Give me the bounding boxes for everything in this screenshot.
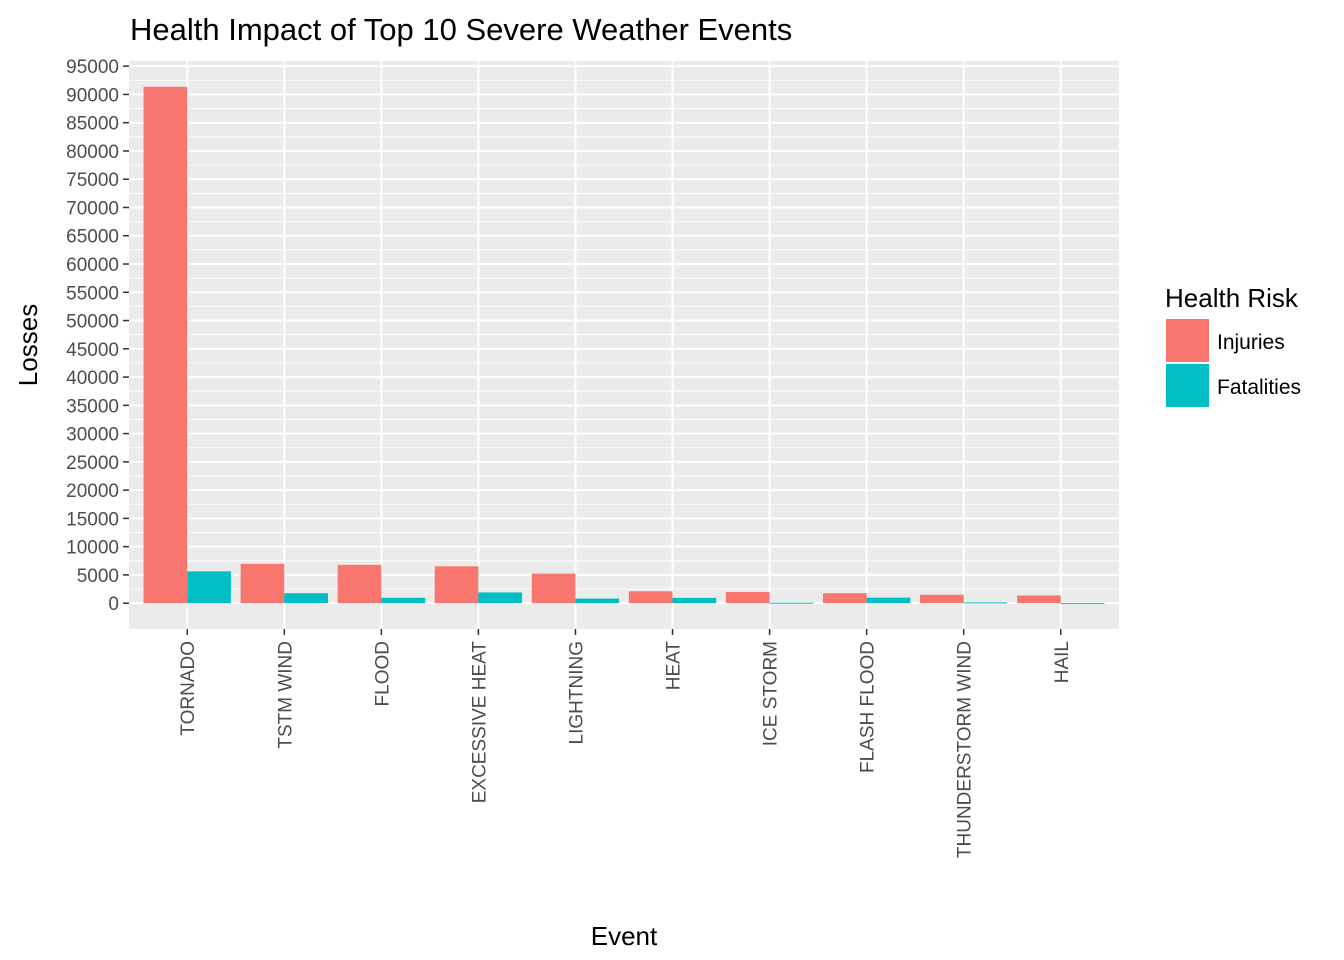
y-tick-label: 70000 [66, 198, 119, 219]
x-tick-label: FLASH FLOOD [858, 641, 879, 773]
x-tick-label: THUNDERSTORM WIND [955, 641, 976, 858]
y-axis-title: Losses [13, 304, 43, 386]
bar-fatalities-hail [1060, 603, 1105, 605]
y-tick-label: 35000 [66, 396, 119, 417]
y-tick-label: 40000 [66, 368, 119, 389]
y-axis: 0 5000 10000 15000 20000 25000 30000 35000 40000… [66, 57, 129, 615]
y-tick-label: 95000 [66, 57, 119, 78]
x-tick-label: HEAT [664, 641, 685, 691]
x-axis-title: Event [591, 921, 658, 951]
bar-fatalities-excessive-heat [478, 592, 523, 604]
x-tick-label: ICE STORM [761, 641, 782, 746]
y-tick-label: 15000 [66, 509, 119, 530]
y-tick-label: 65000 [66, 227, 119, 248]
x-tick-label: FLOOD [372, 641, 393, 706]
bar-injuries-lightning [531, 573, 576, 604]
plot-panel [129, 61, 1119, 629]
bar-fatalities-tornado [187, 571, 231, 604]
legend-title: Health Risk [1165, 283, 1299, 313]
y-tick-label: 20000 [66, 481, 119, 502]
bar-fatalities-thunderstorm-wind [963, 602, 1008, 604]
y-tick-label: 25000 [66, 453, 119, 474]
legend-label-fatalities: Fatalities [1217, 376, 1301, 399]
y-tick-label: 85000 [66, 114, 119, 135]
bar-injuries-hail [1017, 595, 1061, 604]
y-tick-label: 10000 [66, 538, 119, 559]
bar-fatalities-tstm-wind [284, 593, 328, 604]
x-tick-label: LIGHTNING [566, 641, 587, 744]
x-tick-label: TORNADO [178, 641, 199, 736]
y-tick-label: 75000 [66, 170, 119, 191]
major-gridlines [129, 61, 1119, 629]
legend-key-fatalities [1166, 364, 1209, 407]
bar-injuries-tstm-wind [240, 563, 285, 604]
y-tick-label: 60000 [66, 255, 119, 276]
bar-injuries-ice-storm [725, 592, 770, 604]
y-tick-label: 30000 [66, 425, 119, 446]
bar-fatalities-lightning [575, 598, 620, 604]
chart-title: Health Impact of Top 10 Severe Weather E… [130, 12, 792, 47]
x-tick-label: EXCESSIVE HEAT [469, 641, 490, 804]
legend-label-injuries: Injuries [1217, 331, 1285, 354]
minor-gridlines [129, 79, 1119, 590]
bar-injuries-tornado [143, 86, 188, 604]
bars [143, 86, 1105, 605]
x-tick-label: HAIL [1052, 641, 1073, 683]
y-tick-label: 50000 [66, 312, 119, 333]
x-tick-label: TSTM WIND [275, 641, 296, 749]
bar-injuries-excessive-heat [434, 566, 479, 604]
bar-injuries-flash-flood [822, 593, 867, 604]
y-tick-label: 45000 [66, 340, 119, 361]
y-tick-label: 0 [108, 594, 119, 615]
x-axis: TORNADO TSTM WIND FLOOD EXCESSIVE HEAT LIGHT… [178, 629, 1073, 858]
bar-fatalities-heat [672, 597, 717, 604]
y-tick-label: 80000 [66, 142, 119, 163]
legend: Health Risk Injuries Fatalities [1165, 283, 1301, 407]
bar-fatalities-ice-storm [769, 602, 814, 604]
bar-injuries-thunderstorm-wind [920, 594, 964, 604]
y-tick-label: 5000 [77, 566, 119, 587]
y-tick-label: 55000 [66, 283, 119, 304]
bar-injuries-flood [337, 564, 382, 604]
y-tick-label: 90000 [66, 85, 119, 106]
bar-fatalities-flood [381, 597, 426, 604]
legend-key-injuries [1166, 319, 1209, 362]
bar-injuries-heat [628, 591, 673, 604]
bar-fatalities-flash-flood [866, 597, 911, 604]
